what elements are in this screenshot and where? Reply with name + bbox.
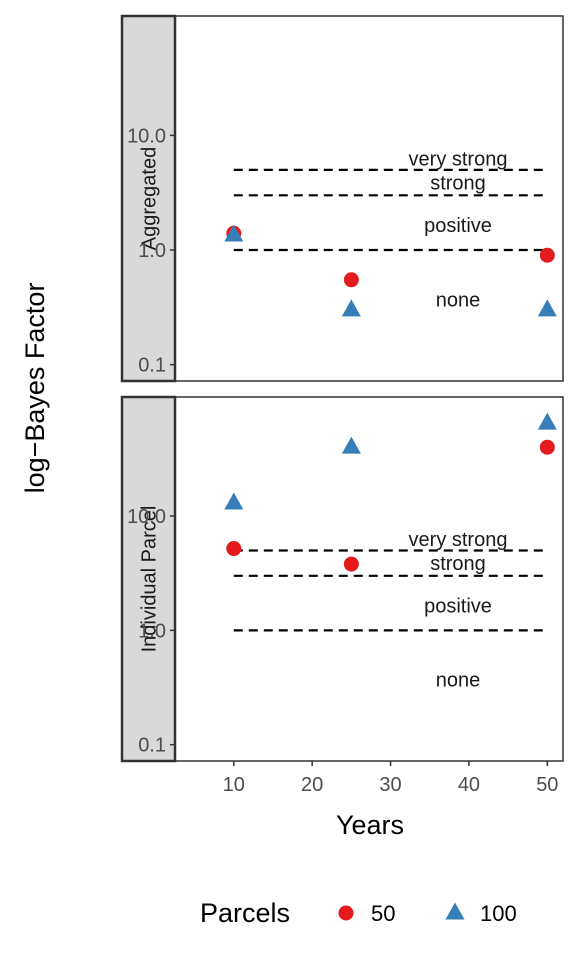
data-point-100 xyxy=(537,412,557,430)
data-point-50 xyxy=(343,556,359,572)
data-point-100 xyxy=(224,224,244,242)
legend: Parcels 50 100 xyxy=(200,898,517,928)
x-axis: 10 20 30 40 50 xyxy=(223,761,558,796)
panel-strip-label: Aggregated xyxy=(139,147,161,250)
panel-2: Individual Parcel 0.1 1.0 10.0 very strongst… xyxy=(120,395,564,763)
x-tick-label: 10 xyxy=(223,774,245,796)
evidence-band-label: positive xyxy=(424,596,492,618)
y-tick-label: 0.1 xyxy=(138,735,166,757)
y-tick-label: 10.0 xyxy=(127,125,166,147)
evidence-band-label: strong xyxy=(430,553,486,575)
data-point-100 xyxy=(341,299,361,317)
evidence-band-label: positive xyxy=(424,215,492,237)
legend-key-50 xyxy=(338,905,354,921)
data-point-50 xyxy=(343,272,359,288)
data-point-100 xyxy=(341,436,361,454)
evidence-band-label: none xyxy=(436,290,481,312)
evidence-band-label: strong xyxy=(430,172,486,194)
evidence-band-label: very strong xyxy=(409,148,508,170)
evidence-band-label: none xyxy=(436,670,481,692)
panel-border xyxy=(174,396,564,762)
y-tick-label: 0.1 xyxy=(138,355,166,377)
evidence-band-label: very strong xyxy=(409,529,508,551)
data-point-100 xyxy=(537,299,557,317)
x-tick-label: 20 xyxy=(301,774,323,796)
y-tick-label: 10.0 xyxy=(127,506,166,528)
data-point-50 xyxy=(539,247,555,263)
panel-strip xyxy=(120,14,177,383)
legend-label-50: 50 xyxy=(371,901,395,926)
panel-strip-label: Individual Parcel xyxy=(139,506,161,653)
data-point-50 xyxy=(539,439,555,455)
y-tick-label: 1.0 xyxy=(138,620,166,642)
y-axis-title: log−Bayes Factor xyxy=(20,283,50,494)
legend-title: Parcels xyxy=(200,898,290,928)
x-tick-label: 50 xyxy=(536,774,558,796)
legend-key-100 xyxy=(445,902,465,920)
x-tick-label: 40 xyxy=(458,774,480,796)
x-axis-title: Years xyxy=(336,810,404,840)
legend-label-100: 100 xyxy=(480,901,517,926)
y-tick-label: 1.0 xyxy=(138,240,166,262)
x-tick-label: 30 xyxy=(379,774,401,796)
data-point-50 xyxy=(226,541,242,557)
panel-border xyxy=(174,15,564,382)
data-point-100 xyxy=(224,492,244,510)
